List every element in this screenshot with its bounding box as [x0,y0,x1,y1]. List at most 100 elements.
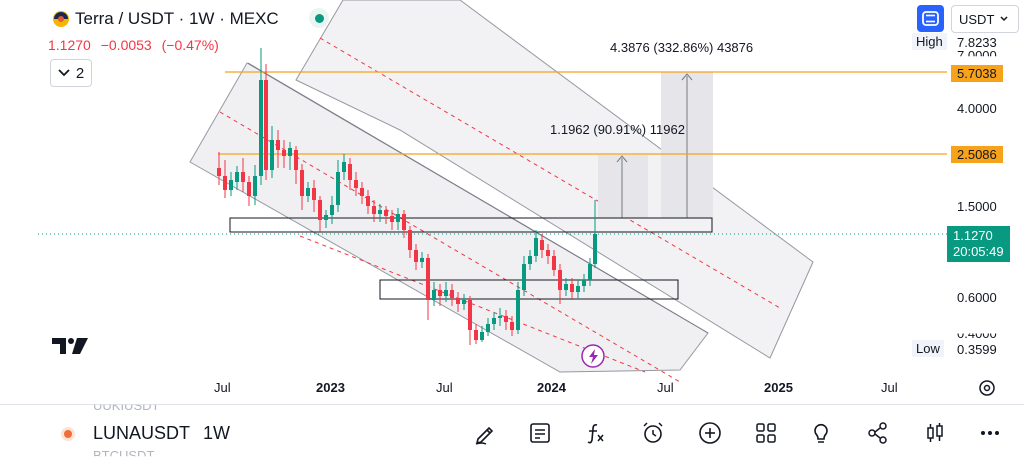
candle-body [570,284,574,292]
candle-body [270,140,274,170]
measure-label-lower: 1.1962 (90.91%) 11962 [550,122,685,137]
more-icon[interactable] [975,418,1005,448]
current-price: 1.1270 [953,228,993,243]
price-label-4: 4.0000 [957,101,997,116]
candle-body [420,258,424,262]
pencil-icon[interactable] [470,418,500,448]
candle-body [288,148,292,156]
fullscreen-button[interactable] [917,5,944,32]
candle-body [354,180,358,188]
time-label-jul-2024: Jul [657,380,674,395]
settings-icon[interactable] [979,380,995,396]
low-label: Low [912,340,944,357]
time-label-jul-2022: Jul [214,380,231,395]
share-icon[interactable] [863,418,893,448]
candle-body [582,280,586,286]
candle-body [588,264,592,280]
level-badge-upper[interactable]: 5.7038 [951,65,1003,82]
candle-body [552,256,556,270]
terra-logo-icon [53,11,69,27]
add-icon[interactable] [695,418,725,448]
chevron-down-icon [1000,16,1008,22]
candle-body [593,234,597,264]
luna-coin-icon [61,427,75,441]
time-label-2024: 2024 [537,380,566,395]
candle-body [432,290,436,300]
candle-body [264,80,268,170]
bulb-icon[interactable] [806,418,836,448]
candles-icon[interactable] [920,418,950,448]
candle-body [438,290,442,296]
bottom-symbol[interactable]: LUNAUSDT [93,423,191,443]
high-label: High [912,33,947,50]
price-label-7: 7.0000 [957,48,997,63]
candle-body [480,332,484,340]
candle-body [408,230,412,250]
candle-body [402,214,406,230]
candle-body [534,238,538,256]
time-label-2025: 2025 [764,380,793,395]
candle-body [372,206,376,214]
formula-icon[interactable] [580,418,610,448]
candle-body [462,300,466,304]
candle-body [294,150,298,170]
candle-body [336,172,340,205]
price-line: 1.1270 −0.0053 (−0.47%) [48,37,225,53]
alarm-icon[interactable] [638,418,668,448]
candle-body [498,316,502,318]
candle-body [396,214,400,222]
candle-body [324,215,328,220]
candle-body [516,290,520,330]
candle-body [576,286,580,292]
currency-label: USDT [959,11,995,27]
indicators-toggle-button[interactable]: 2 [50,59,92,87]
time-label-jul-2025: Jul [881,380,898,395]
watchlist-next-symbol: BTCUSDT [93,448,155,463]
symbol-title[interactable]: Terra / USDT · 1W · MEXC [75,9,279,28]
candle-body [486,324,490,332]
candle-body [366,196,370,206]
measure-box-lower[interactable] [598,155,648,218]
candle-body [229,180,233,190]
market-status-icon[interactable] [309,8,329,28]
support-zone[interactable] [379,279,679,300]
currency-select[interactable]: USDT [951,5,1019,33]
price-label-0-4: 0.4000 [957,326,997,342]
candle-body [522,264,526,290]
candle-body [330,205,334,215]
indicators-count: 2 [75,64,85,82]
resistance-zone[interactable] [229,217,713,233]
price-label-1-5: 1.5000 [957,199,997,214]
candle-body [223,176,227,190]
current-price-badge[interactable]: 1.1270 20:05:49 [947,226,1010,262]
channel-dashed-1 [319,37,781,309]
candle-body [492,318,496,324]
bottom-interval[interactable]: 1W [203,423,230,443]
candle-body [540,240,544,250]
price-change: −0.0053 [100,37,152,53]
candle-body [450,290,454,298]
candlestick-series[interactable] [217,48,597,345]
candle-body [247,182,251,196]
note-icon[interactable] [525,418,555,448]
candle-body [312,188,316,200]
candle-body [564,284,568,290]
candle-body [300,170,304,196]
price-label-0-6: 0.6000 [957,290,997,305]
candle-body [546,250,550,256]
grid-icon[interactable] [751,418,781,448]
candle-body [348,164,352,180]
tradingview-logo [52,338,88,354]
fullscreen-icon [922,11,939,26]
candle-body [259,80,263,176]
chart-canvas[interactable] [0,0,1024,404]
time-label-jul-2023: Jul [436,380,453,395]
level-badge-lower[interactable]: 2.5086 [951,146,1003,163]
candle-body [306,188,310,196]
measure-label-upper: 4.3876 (332.86%) 43876 [610,40,754,55]
bottom-toolbar [0,404,1024,461]
channel-upper[interactable] [295,0,814,359]
price-change-pct: (−0.47%) [161,37,219,53]
candle-body [528,256,532,264]
bar-countdown: 20:05:49 [953,244,1004,259]
